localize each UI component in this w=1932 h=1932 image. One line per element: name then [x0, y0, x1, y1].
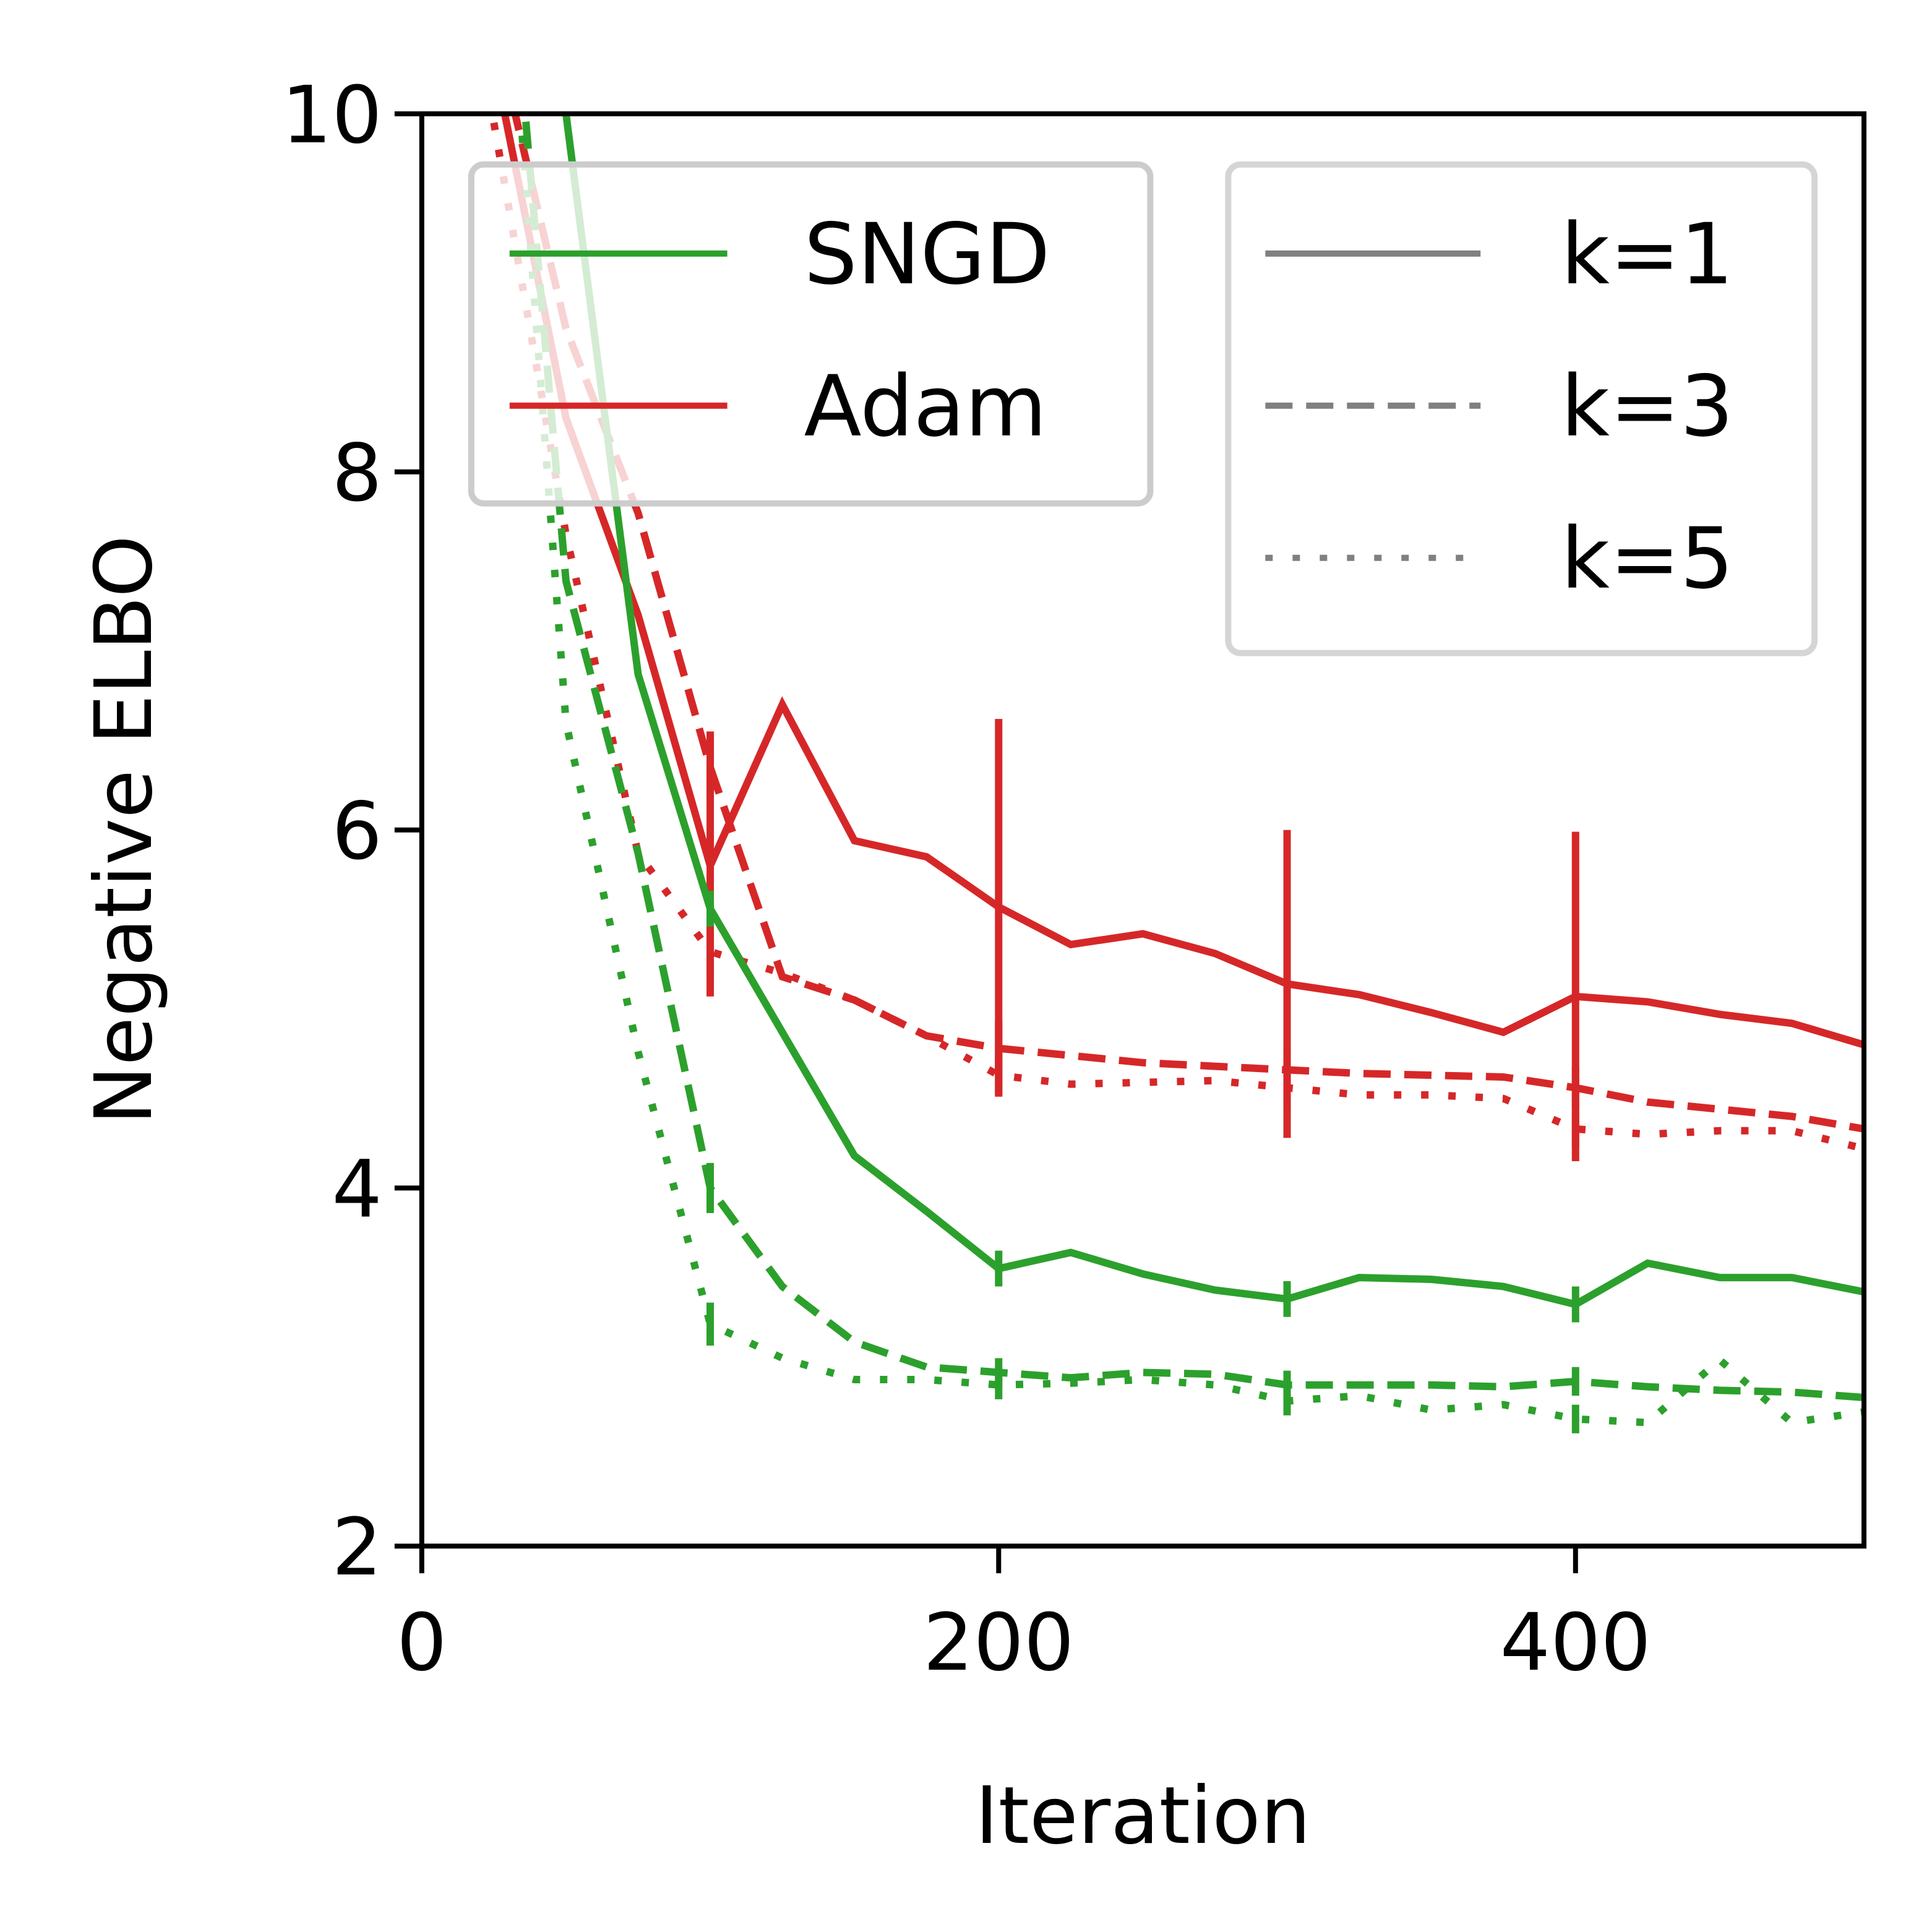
y-tick-label: 2 [332, 1501, 382, 1594]
plot-area [490, 113, 1865, 1433]
y-tick-label: 8 [332, 427, 382, 520]
x-axis-label: Iteration [975, 1770, 1311, 1862]
x-tick-label: 0 [397, 1597, 447, 1689]
legend: SNGD Adam [468, 161, 1154, 507]
x-tick-label: 200 [923, 1597, 1074, 1689]
y-tick-label: 10 [281, 69, 382, 161]
series-line [517, 113, 1865, 1427]
series-line [490, 122, 1865, 1153]
y-tick-label: 6 [332, 786, 382, 878]
y-tick-label: 4 [332, 1143, 382, 1235]
legend-label: k=3 [1561, 358, 1733, 456]
y-axis-label: Negative ELBO [78, 535, 170, 1125]
series-line [562, 113, 1865, 1308]
series-line [500, 113, 1865, 1049]
series-line [511, 113, 1865, 1133]
legend-label: k=1 [1561, 206, 1733, 304]
legend-label: SNGD [804, 206, 1050, 304]
x-tick-label: 400 [1500, 1597, 1651, 1689]
legend-label: k=5 [1561, 510, 1733, 608]
legend-label: Adam [804, 358, 1047, 456]
series-line [521, 113, 1865, 1401]
legend: k=1 k=3 k=5 [1225, 161, 1818, 656]
